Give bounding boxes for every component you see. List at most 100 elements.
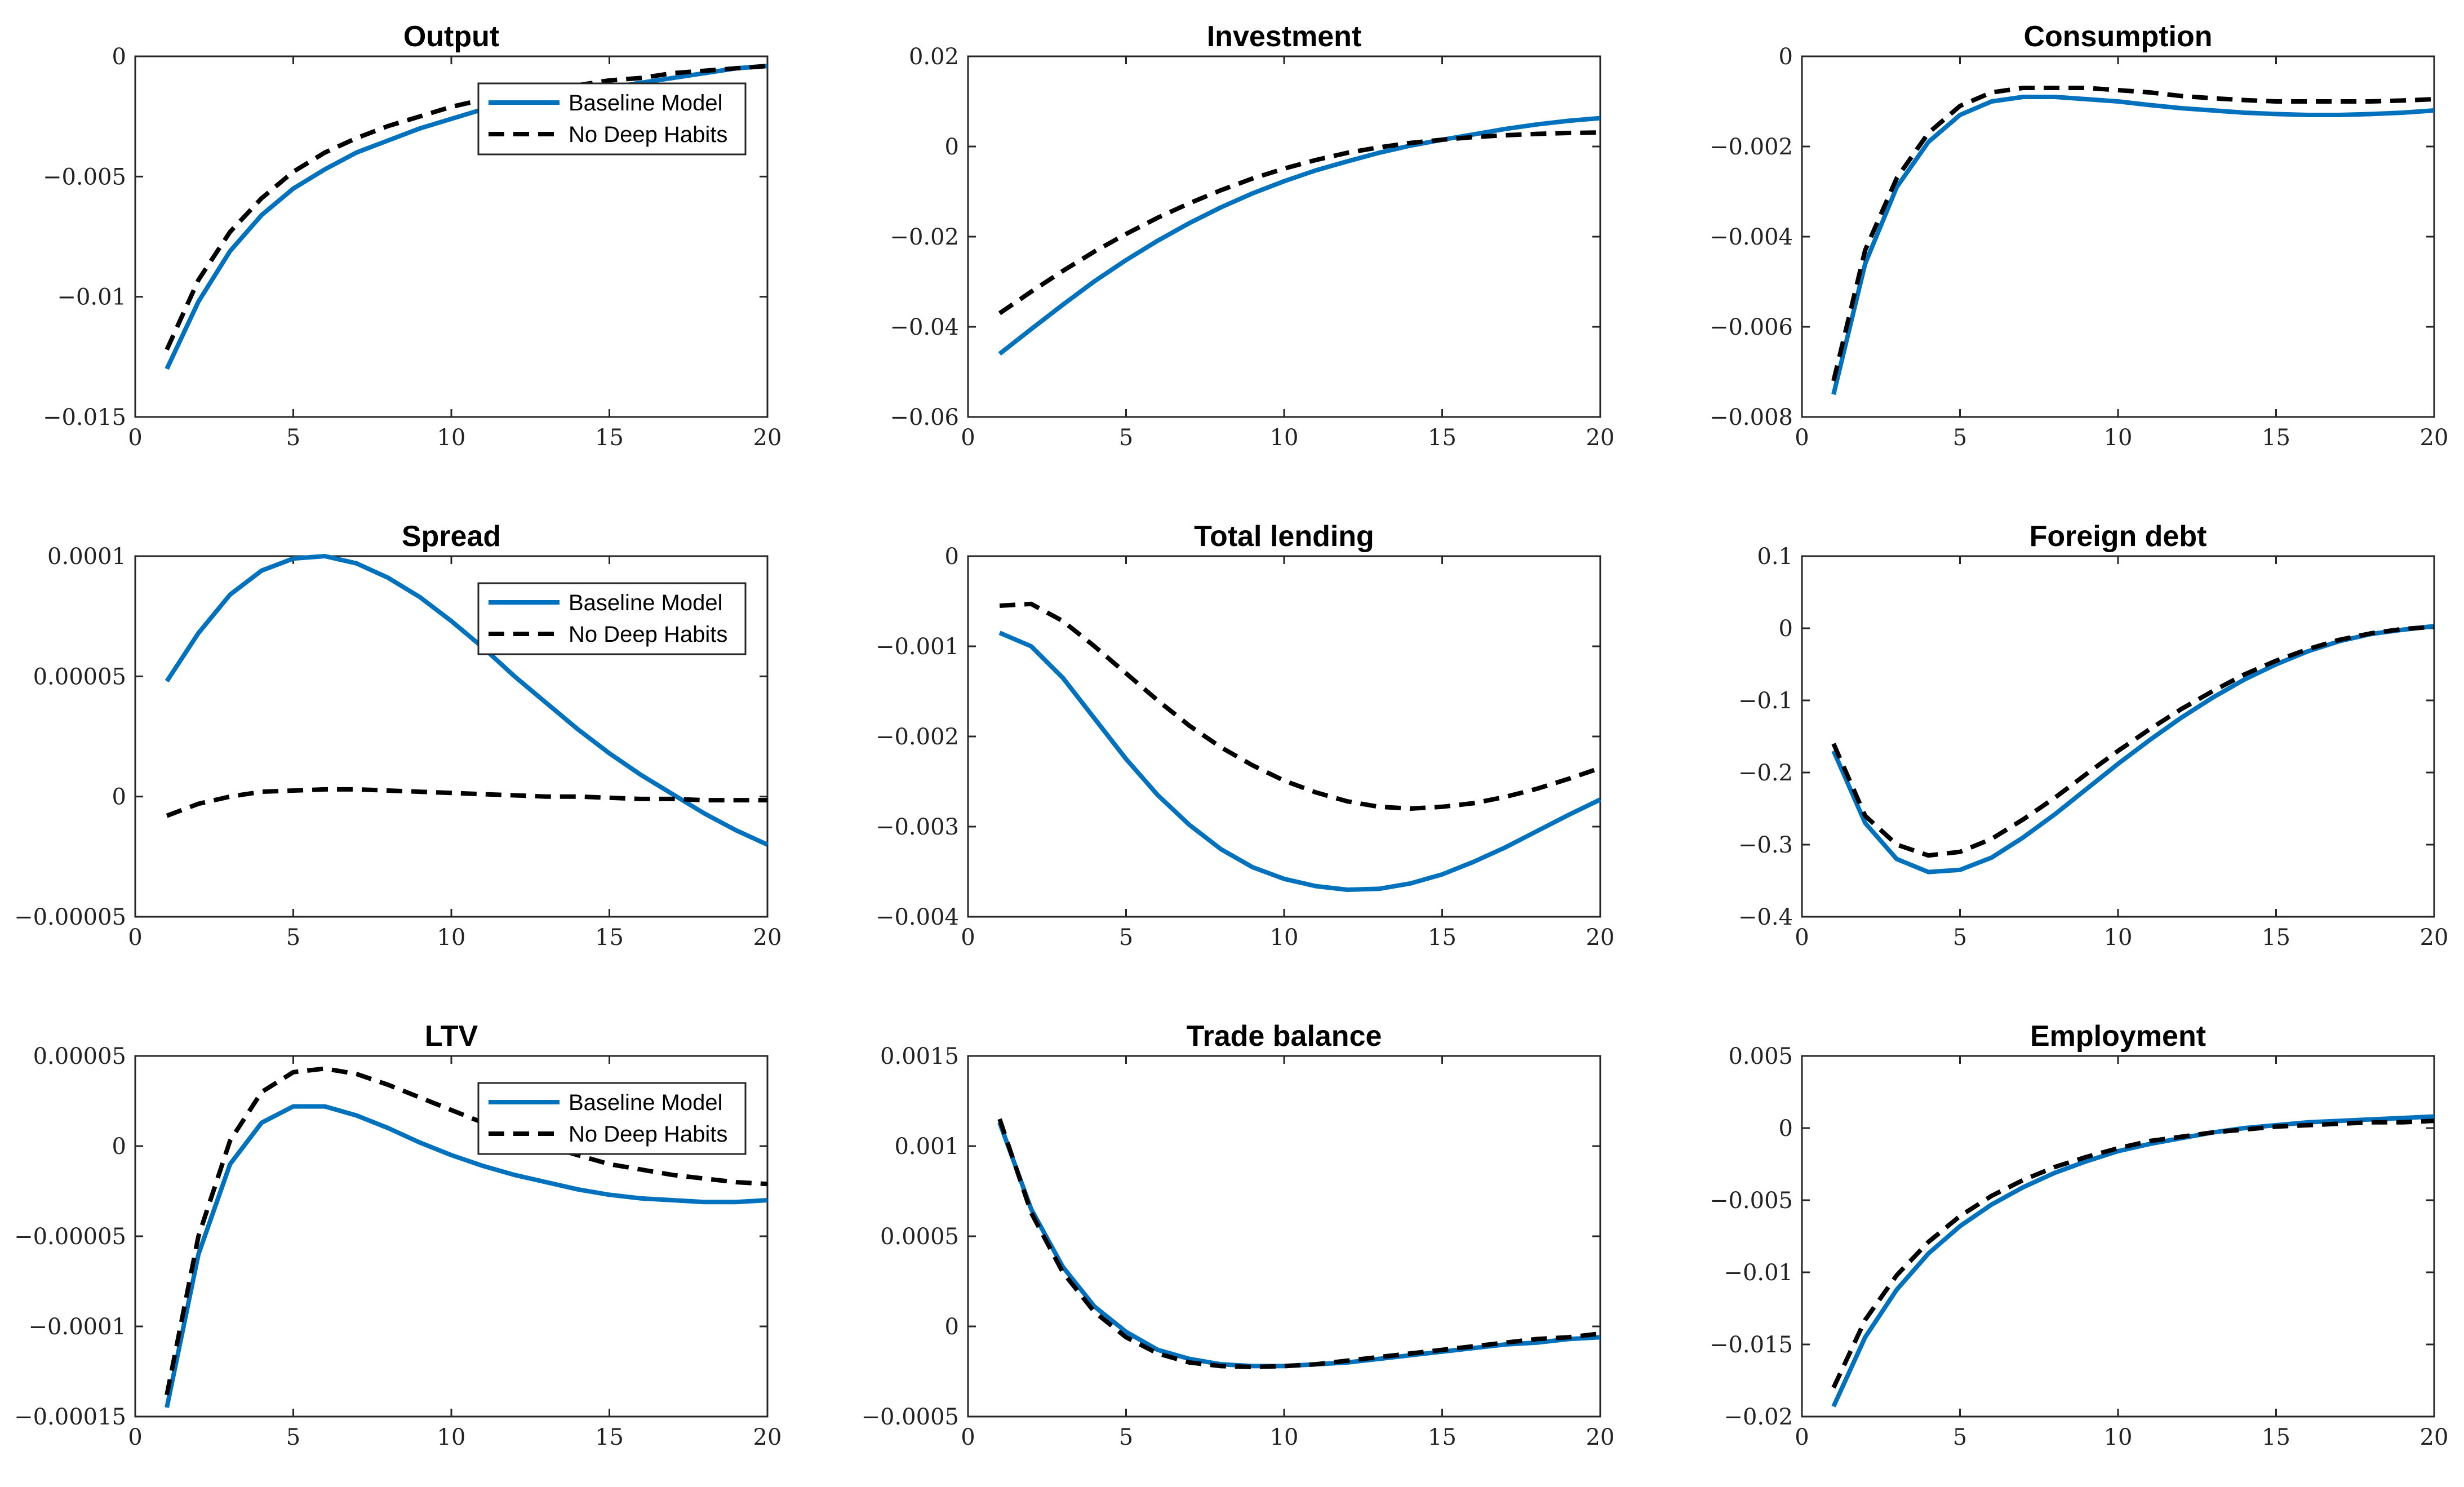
legend-label: Baseline Model [569,1090,723,1115]
series-line-no-deep-habits [997,1118,1601,1369]
x-tick-label: 10 [437,425,466,451]
x-tick-label: 5 [1953,425,1967,451]
series-line-baseline-model [1831,95,2435,395]
series-line-no-deep-habits [166,787,767,818]
y-tick-label: −0.1 [1738,688,1793,714]
series-line-no-deep-habits [165,1066,768,1396]
legend-label: No Deep Habits [569,122,727,147]
series-line-baseline-model [1831,624,2435,875]
panel-title: Foreign debt [2030,520,2207,553]
panel-title: Consumption [2023,20,2212,53]
x-tick-label: 0 [128,925,142,951]
plot-area [967,55,1601,418]
y-tick-label: 0.00005 [33,1044,126,1069]
panel-title: LTV [425,1020,478,1053]
x-tick-label: 5 [286,925,300,951]
series-line-no-deep-habits [999,601,1601,811]
x-tick-label: 5 [286,425,300,451]
panel-4: Total lending 0 5 10 15 20 0 −0.001 −0.002 −0.003… [876,520,1614,951]
x-tick-label: 10 [2104,1424,2133,1450]
plot-area [1801,555,2435,918]
x-tick-label: 5 [1119,1424,1133,1450]
series-line-baseline-model [165,554,769,847]
y-tick-label: −0.3 [1738,832,1793,858]
y-tick-label: −0.04 [890,314,959,340]
x-tick-label: 10 [2104,425,2133,451]
series-line-no-deep-habits [998,130,1601,316]
panel-title: Investment [1207,20,1362,53]
panel-2: Consumption 0 5 10 15 20 0 −0.002 −0.004 −0.006 −0… [1710,20,2448,451]
panel-6: LTV 0 5 10 15 20 0.00005 0 −0.00005 −0.0001 −0.000… [14,1020,782,1450]
y-tick-label: −0.02 [890,224,959,250]
x-tick-label: 0 [1795,925,1809,951]
y-tick-label: −0.004 [1710,224,1793,250]
plot-area [967,555,1601,918]
panel-8: Employment 0 5 10 15 20 0.005 0 −0.005 −0.01 −0.01… [1710,1020,2448,1450]
x-tick-label: 5 [1953,1424,1967,1450]
y-tick-label: 0.00005 [33,664,126,690]
x-tick-label: 15 [1428,1424,1457,1450]
x-tick-label: 0 [961,425,975,451]
y-tick-label: −0.01 [57,285,126,310]
y-tick-label: 0.005 [1728,1044,1793,1069]
legend: Baseline Model No Deep Habits [477,582,747,655]
x-tick-label: 10 [437,925,466,951]
series-line-baseline-model [998,631,1601,892]
x-tick-label: 20 [753,1424,782,1450]
y-tick-label: 0 [112,1134,126,1160]
series-line-no-deep-habits [1831,624,2435,858]
y-tick-label: −0.006 [1710,314,1793,340]
x-tick-label: 5 [1119,925,1133,951]
y-tick-label: −0.0005 [862,1404,959,1430]
y-tick-label: −0.00005 [14,904,126,930]
y-tick-label: −0.001 [876,634,959,660]
x-tick-label: 0 [128,1424,142,1450]
series-line-no-deep-habits [1831,86,2435,381]
x-tick-label: 15 [2262,425,2290,451]
series-line-no-deep-habits [1831,1118,2435,1389]
x-tick-label: 5 [286,1424,300,1450]
x-tick-label: 15 [1428,925,1457,951]
x-tick-label: 10 [1270,925,1299,951]
panel-5: Foreign debt 0 5 10 15 20 0.1 0 −0.1 −0.2 −0.3 −0.4 [1738,520,2449,951]
y-tick-label: −0.003 [876,814,959,840]
panel-title: Employment [2030,1020,2206,1053]
x-tick-label: 20 [1586,425,1615,451]
x-tick-label: 0 [961,925,975,951]
x-tick-label: 5 [1953,925,1967,951]
plot-area [1801,1055,2435,1418]
panel-title: Trade balance [1187,1020,1382,1053]
x-tick-label: 0 [1795,1424,1809,1450]
x-tick-label: 20 [1586,925,1615,951]
y-tick-label: −0.0001 [29,1314,126,1340]
x-tick-label: 20 [753,925,782,951]
y-tick-label: −0.005 [1710,1188,1793,1214]
y-tick-label: −0.002 [1710,134,1793,160]
x-tick-label: 0 [1795,425,1809,451]
x-tick-label: 10 [1270,1424,1299,1450]
panel-title: Output [403,20,499,53]
y-tick-label: −0.4 [1738,904,1793,930]
series-line-no-deep-habits [165,64,768,351]
panel-0: Output 0 5 10 15 20 0 −0.005 −0.01 −0.015 Baseline… [43,20,782,451]
plot-area [1801,55,2435,418]
x-tick-label: 10 [437,1424,466,1450]
y-tick-label: −0.00005 [14,1224,126,1250]
legend-label: Baseline Model [569,91,723,116]
x-tick-label: 20 [753,425,782,451]
x-tick-label: 0 [961,1424,975,1450]
series-line-baseline-model [165,64,768,370]
y-tick-label: −0.005 [43,164,126,190]
y-tick-label: 0 [112,784,126,810]
legend-box [477,1082,747,1155]
legend: Baseline Model No Deep Habits [477,1082,747,1155]
y-tick-label: 0 [945,134,959,160]
series-line-baseline-model [1831,1114,2435,1408]
y-tick-label: 0.001 [894,1134,959,1160]
y-tick-label: −0.2 [1738,760,1793,786]
y-tick-label: −0.00015 [14,1404,126,1430]
y-tick-label: −0.015 [43,405,126,430]
series-line-baseline-model [998,116,1601,356]
y-tick-label: 0 [1779,44,1793,70]
